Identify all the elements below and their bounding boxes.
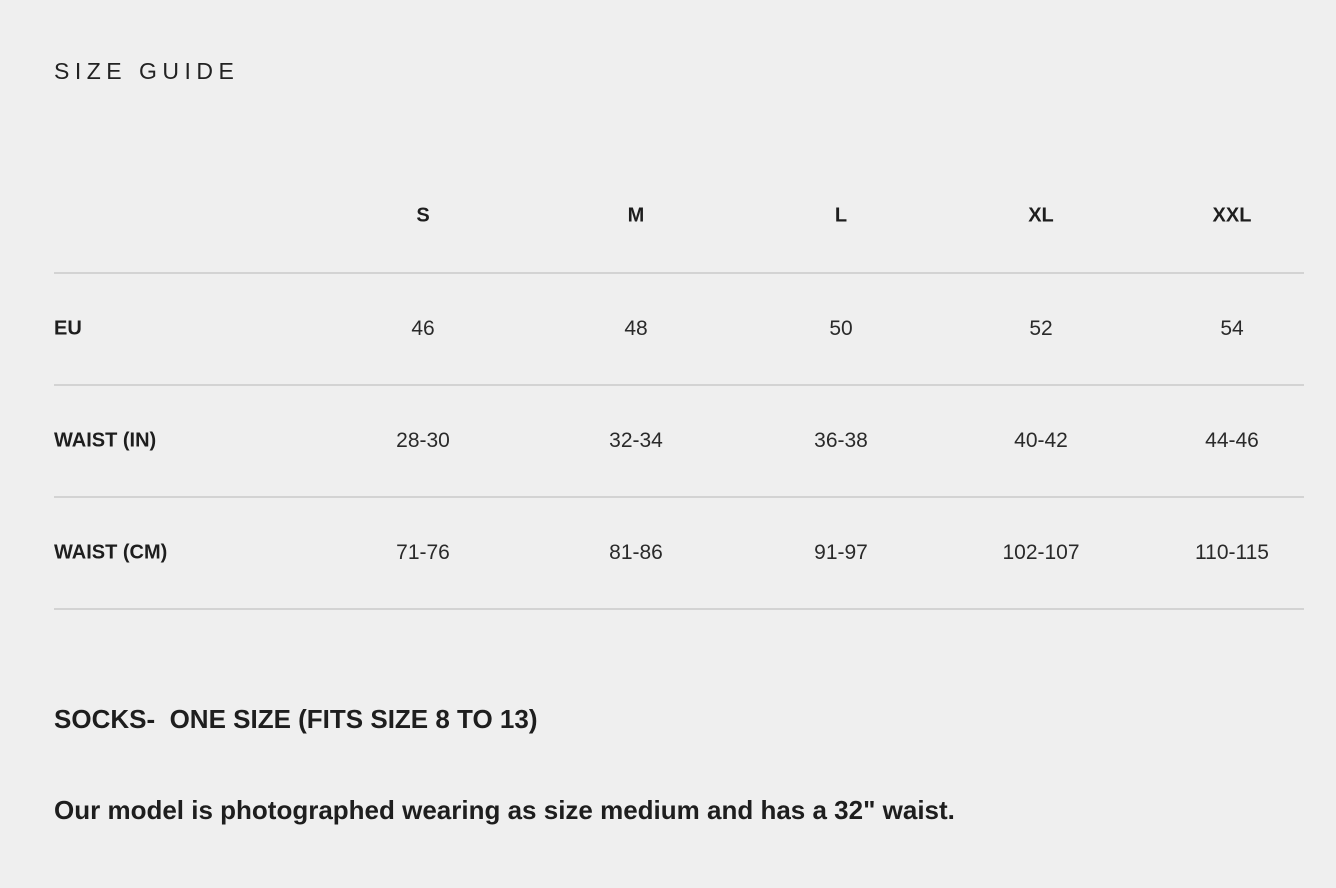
table-cell: 32-34 [609,429,663,452]
column-header-s: S [416,204,430,227]
table-cell: 48 [624,317,648,340]
column-header-l: L [834,204,848,227]
table-cell: 54 [1220,317,1244,340]
table-header-row: S M L XL XXL [54,160,1304,274]
column-header-xxl: XXL [1212,204,1252,227]
table-cell: 110-115 [1195,541,1269,564]
table-cell: 44-46 [1205,429,1259,452]
table-cell: 91-97 [814,541,868,564]
socks-note: SOCKS- ONE SIZE (FITS SIZE 8 TO 13) [54,704,538,734]
table-cell: 81-86 [609,541,663,564]
column-header-m: M [627,204,645,227]
row-label: EU [54,317,82,340]
table-cell: 28-30 [396,429,450,452]
table-cell: 36-38 [814,429,868,452]
page-title: SIZE GUIDE [54,58,240,84]
column-header-xl: XL [1028,204,1054,227]
row-label: WAIST (IN) [54,429,157,452]
row-label: WAIST (CM) [54,541,168,564]
table-cell: 40-42 [1014,429,1068,452]
table-row-eu: EU 46 48 50 52 54 [54,274,1304,386]
table-cell: 50 [829,317,853,340]
table-cell: 102-107 [1002,541,1080,564]
table-cell: 46 [411,317,435,340]
model-note: Our model is photographed wearing as siz… [54,795,955,825]
table-row-waist-cm: WAIST (CM) 71-76 81-86 91-97 102-107 110… [54,498,1304,610]
table-cell: 52 [1029,317,1053,340]
size-table: S M L XL XXL EU 46 48 50 52 54 WAIST (IN… [54,160,1304,610]
table-row-waist-in: WAIST (IN) 28-30 32-34 36-38 40-42 44-46 [54,386,1304,498]
table-cell: 71-76 [396,541,450,564]
